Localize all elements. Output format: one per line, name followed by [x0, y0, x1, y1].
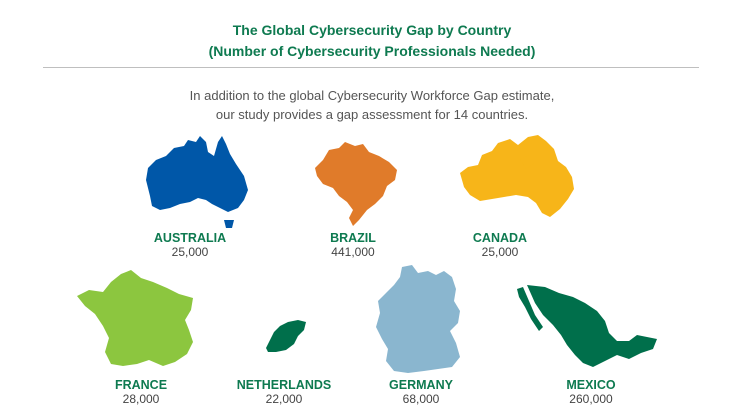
canada-shape	[460, 135, 574, 217]
mexico-shape	[527, 285, 657, 367]
netherlands-shape	[266, 320, 306, 352]
france-shape	[77, 270, 193, 366]
germany-map-icon	[376, 265, 460, 373]
page-title: The Global Cybersecurity Gap by Country	[232, 22, 512, 38]
australia-map-icon	[146, 136, 248, 228]
country-value: 28,000	[122, 392, 160, 406]
country-label: CANADA	[472, 231, 528, 245]
country-label: MEXICO	[566, 378, 616, 392]
brazil-shape	[315, 142, 397, 226]
australia-shape	[146, 136, 248, 212]
country-value: 68,000	[402, 392, 440, 406]
brazil-map-icon	[315, 142, 397, 226]
canada-map-icon	[460, 135, 574, 217]
country-label: FRANCE	[114, 378, 168, 392]
country-value: 260,000	[569, 392, 613, 406]
divider	[43, 67, 699, 68]
country-value: 25,000	[481, 245, 519, 259]
country-label: AUSTRALIA	[153, 231, 227, 245]
mexico-map-icon	[517, 285, 657, 367]
intro-line-1: In addition to the global Cybersecurity …	[189, 88, 555, 103]
intro-line-2: our study provides a gap assessment for …	[215, 107, 529, 122]
france-map-icon	[77, 270, 193, 366]
country-value: 25,000	[171, 245, 209, 259]
germany-shape	[376, 265, 460, 373]
page-subtitle: (Number of Cybersecurity Professionals N…	[208, 43, 536, 59]
country-value: 441,000	[331, 245, 375, 259]
country-value: 22,000	[265, 392, 303, 406]
country-label: GERMANY	[389, 378, 453, 392]
country-label: NETHERLANDS	[236, 378, 332, 392]
country-label: BRAZIL	[330, 231, 376, 245]
netherlands-map-icon	[266, 320, 306, 352]
